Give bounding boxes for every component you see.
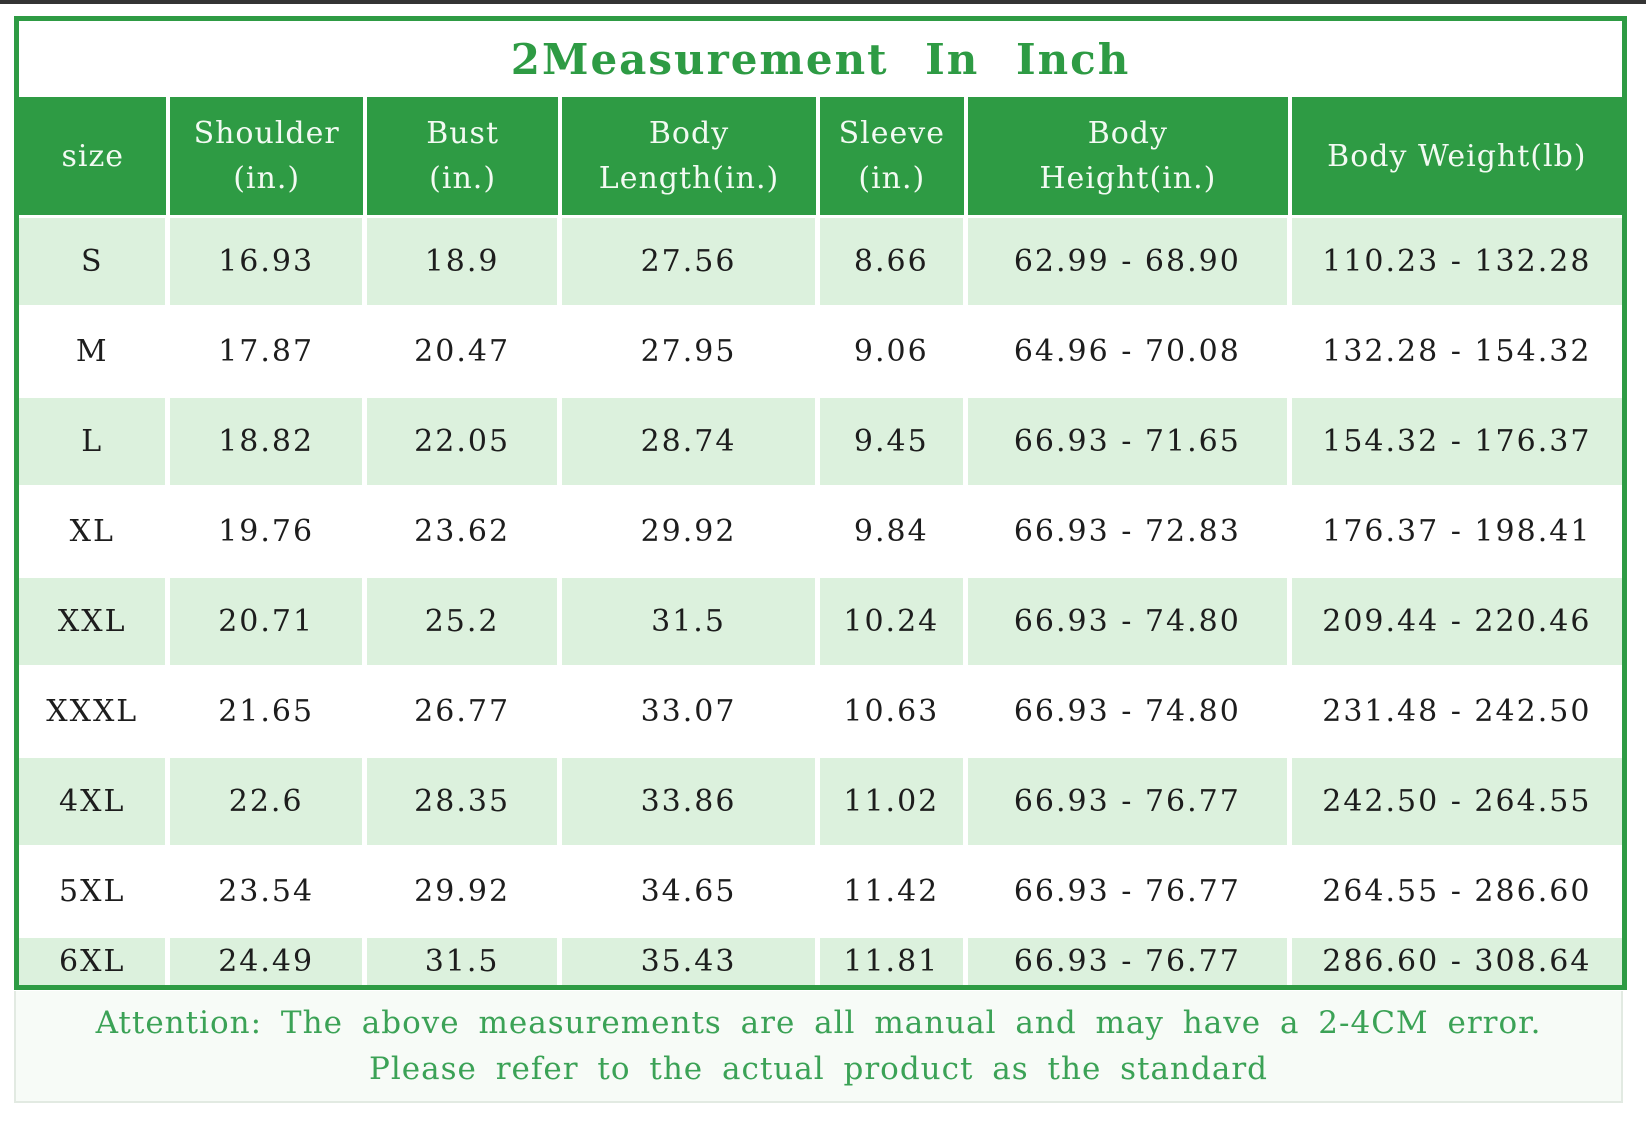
table-cell: 22.05 xyxy=(366,398,563,485)
table-cell: 66.93 - 74.80 xyxy=(967,668,1292,755)
title-band: 2Measurement In Inch xyxy=(19,21,1622,97)
table-cell: 11.42 xyxy=(819,848,968,935)
column-header: Sleeve (in.) xyxy=(820,97,968,215)
table-cell: 20.71 xyxy=(170,578,367,665)
table-cell: XXL xyxy=(19,578,171,665)
table-row: 6XL 24.49 31.5 35.43 11.81 66.93 - 76.77 286.6… xyxy=(19,935,1622,985)
table-cell: 264.55 - 286.60 xyxy=(1291,848,1622,935)
table-cell: XL xyxy=(19,488,171,575)
table-cell: S xyxy=(19,218,171,305)
table-cell: 21.65 xyxy=(170,668,367,755)
table-cell: 64.96 - 70.08 xyxy=(967,308,1292,395)
table-cell: 31.5 xyxy=(562,578,820,665)
table-cell: 23.54 xyxy=(170,848,367,935)
table-cell: 28.35 xyxy=(366,758,563,845)
table-cell: 11.02 xyxy=(819,758,968,845)
size-chart-table: 2Measurement In Inch size Shoulder (in.) Bu… xyxy=(14,16,1627,990)
table-cell: 66.93 - 72.83 xyxy=(967,488,1292,575)
table-cell: 66.93 - 76.77 xyxy=(967,758,1292,845)
table-cell: 132.28 - 154.32 xyxy=(1291,308,1622,395)
table-cell: 4XL xyxy=(19,758,171,845)
table-row: XXXL 21.65 26.77 33.07 10.63 66.93 - 74.80 231… xyxy=(19,665,1622,755)
table-row: XL 19.76 23.62 29.92 9.84 66.93 - 72.83 176.37… xyxy=(19,485,1622,575)
table-cell: 26.77 xyxy=(366,668,563,755)
table-cell: 5XL xyxy=(19,848,171,935)
table-cell: 27.95 xyxy=(562,308,820,395)
column-header: Bust (in.) xyxy=(367,97,563,215)
table-cell: 20.47 xyxy=(366,308,563,395)
table-cell: 28.74 xyxy=(562,398,820,485)
table-row: M 17.87 20.47 27.95 9.06 64.96 - 70.08 132.28 … xyxy=(19,305,1622,395)
table-cell: 9.84 xyxy=(819,488,968,575)
table-cell: 66.93 - 74.80 xyxy=(967,578,1292,665)
column-header: Body Weight(lb) xyxy=(1327,138,1587,174)
table-cell: 29.92 xyxy=(562,488,820,575)
table-cell: 29.92 xyxy=(366,848,563,935)
table-cell: 25.2 xyxy=(366,578,563,665)
attention-note: Attention: The above measurements are al… xyxy=(14,991,1623,1103)
table-cell: 66.93 - 76.77 xyxy=(967,938,1292,985)
table-cell: L xyxy=(19,398,171,485)
photo-edge-strip xyxy=(0,0,1646,4)
table-cell: 62.99 - 68.90 xyxy=(967,218,1292,305)
table-cell: 34.65 xyxy=(562,848,820,935)
table-cell: 9.06 xyxy=(819,308,968,395)
table-cell: 10.24 xyxy=(819,578,968,665)
table-row: XXL 20.71 25.2 31.5 10.24 66.93 - 74.80 209.44… xyxy=(19,575,1622,665)
attention-line-2: Please refer to the actual product as th… xyxy=(369,1051,1268,1087)
table-cell: 8.66 xyxy=(819,218,968,305)
table-cell: 9.45 xyxy=(819,398,968,485)
table-cell: 10.63 xyxy=(819,668,968,755)
table-cell: 11.81 xyxy=(819,938,968,985)
table-cell: 18.9 xyxy=(366,218,563,305)
table-cell: 110.23 - 132.28 xyxy=(1291,218,1622,305)
table-body: S 16.93 18.9 27.56 8.66 62.99 - 68.90 110.23 -… xyxy=(19,215,1622,985)
table-cell: 286.60 - 308.64 xyxy=(1291,938,1622,985)
table-cell: 17.87 xyxy=(170,308,367,395)
table-cell: 66.93 - 76.77 xyxy=(967,848,1292,935)
column-header: Body Length(in.) xyxy=(562,97,820,215)
chart-title: 2Measurement In Inch xyxy=(510,34,1131,84)
table-cell: 176.37 - 198.41 xyxy=(1291,488,1622,575)
table-cell: 154.32 - 176.37 xyxy=(1291,398,1622,485)
table-cell: 66.93 - 71.65 xyxy=(967,398,1292,485)
table-cell: XXXL xyxy=(19,668,171,755)
column-header: Body Height(in.) xyxy=(968,97,1292,215)
table-row: S 16.93 18.9 27.56 8.66 62.99 - 68.90 110.23 -… xyxy=(19,215,1622,305)
table-cell: M xyxy=(19,308,171,395)
table-cell: 231.48 - 242.50 xyxy=(1291,668,1622,755)
table-cell: 19.76 xyxy=(170,488,367,575)
column-header: size xyxy=(19,97,171,215)
table-row: L 18.82 22.05 28.74 9.45 66.93 - 71.65 154.32 … xyxy=(19,395,1622,485)
column-header: Shoulder (in.) xyxy=(170,97,367,215)
table-cell: 35.43 xyxy=(562,938,820,985)
table-cell: 16.93 xyxy=(170,218,367,305)
table-cell: 22.6 xyxy=(170,758,367,845)
table-cell: 33.86 xyxy=(562,758,820,845)
table-cell: 242.50 - 264.55 xyxy=(1291,758,1622,845)
table-row: 4XL 22.6 28.35 33.86 11.02 66.93 - 76.77 242.5… xyxy=(19,755,1622,845)
table-cell: 31.5 xyxy=(366,938,563,985)
table-header-row: size Shoulder (in.) Bust (in.) Body Length(in.… xyxy=(19,97,1622,215)
table-cell: 6XL xyxy=(19,938,171,985)
table-cell: 27.56 xyxy=(562,218,820,305)
table-row: 5XL 23.54 29.92 34.65 11.42 66.93 - 76.77 264.… xyxy=(19,845,1622,935)
table-cell: 24.49 xyxy=(170,938,367,985)
table-cell: 23.62 xyxy=(366,488,563,575)
table-cell: 18.82 xyxy=(170,398,367,485)
table-cell: 33.07 xyxy=(562,668,820,755)
attention-line-1: Attention: The above measurements are al… xyxy=(95,1005,1542,1041)
table-cell: 209.44 - 220.46 xyxy=(1291,578,1622,665)
